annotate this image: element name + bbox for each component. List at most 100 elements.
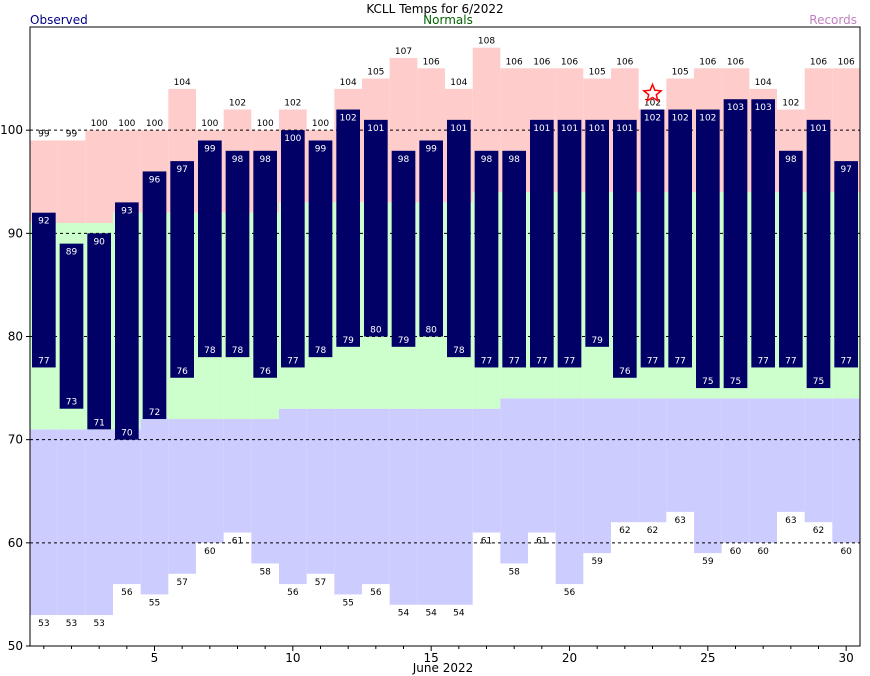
record-high-band: [113, 130, 141, 213]
record-low-label: 60: [757, 547, 769, 557]
observed-bar: [779, 150, 803, 368]
record-low-label: 62: [813, 526, 824, 536]
observed-high-label: 101: [589, 124, 606, 134]
observed-low-label: 76: [176, 367, 188, 377]
record-low-band: [500, 398, 528, 564]
observed-high-label: 101: [533, 124, 550, 134]
record-star-icon: [642, 82, 663, 103]
observed-bar: [87, 233, 111, 430]
observed-bar: [530, 119, 554, 368]
record-low-label: 55: [342, 598, 353, 608]
observed-bar: [253, 150, 277, 378]
record-high-label: 105: [589, 68, 606, 78]
observed-high-label: 96: [149, 175, 161, 185]
observed-low-label: 77: [481, 356, 492, 366]
record-low-label: 56: [121, 588, 133, 598]
legend-records: Records: [809, 13, 857, 27]
record-low-band: [583, 398, 611, 554]
record-high-label: 106: [423, 57, 440, 67]
record-high-label: 100: [118, 119, 135, 129]
observed-bar: [751, 99, 775, 368]
record-low-band: [389, 408, 418, 605]
observed-low-label: 72: [149, 408, 160, 418]
record-low-band: [694, 398, 722, 554]
observed-low-label: 79: [591, 336, 603, 346]
observed-bar: [336, 109, 360, 347]
record-low-label: 62: [647, 526, 658, 536]
observed-low-label: 75: [813, 377, 824, 387]
record-low-label: 60: [204, 547, 216, 557]
record-low-band: [666, 398, 694, 512]
x-tick-label: 10: [285, 651, 300, 665]
observed-bar: [640, 109, 665, 368]
observed-high-label: 103: [727, 103, 744, 113]
record-low-label: 62: [619, 526, 630, 536]
observed-low-label: 80: [425, 326, 437, 336]
x-tick-label: 30: [839, 651, 854, 665]
plot-area: 92 77 99 53 89 73 99 53 90 71 100 53 93 70 100 56 96 72 10…: [0, 26, 861, 665]
observed-bar: [391, 150, 416, 347]
observed-low-label: 77: [674, 356, 685, 366]
observed-high-label: 100: [284, 134, 301, 144]
record-low-label: 60: [840, 547, 852, 557]
record-low-label: 53: [93, 619, 104, 629]
observed-high-label: 98: [508, 155, 520, 165]
record-high-label: 104: [755, 78, 772, 88]
record-high-label: 108: [478, 37, 495, 47]
observed-low-label: 77: [38, 356, 49, 366]
legend-observed: Observed: [30, 13, 88, 27]
record-high-band: [57, 140, 86, 224]
record-low-label: 55: [149, 598, 160, 608]
record-high-label: 102: [644, 99, 661, 109]
record-high-band: [30, 140, 58, 224]
record-high-label: 106: [533, 57, 550, 67]
record-high-label: 100: [201, 119, 218, 129]
record-high-label: 102: [284, 99, 301, 109]
observed-high-label: 101: [810, 124, 827, 134]
observed-low-label: 78: [204, 346, 216, 356]
x-axis-label: June 2022: [412, 661, 474, 675]
record-high-label: 107: [395, 47, 412, 57]
record-low-band: [417, 408, 445, 605]
observed-high-label: 101: [561, 124, 578, 134]
record-low-label: 61: [232, 537, 243, 547]
record-low-band: [445, 408, 473, 605]
record-low-band: [721, 398, 750, 543]
observed-bar: [308, 140, 333, 358]
observed-bar: [281, 130, 305, 368]
observed-low-label: 78: [315, 346, 327, 356]
record-low-band: [638, 398, 667, 523]
record-low-band: [223, 419, 252, 533]
observed-low-label: 76: [259, 367, 271, 377]
record-low-band: [168, 419, 196, 574]
record-low-label: 61: [481, 537, 492, 547]
observed-bar: [142, 171, 167, 420]
observed-bar: [419, 140, 443, 337]
observed-high-label: 102: [644, 114, 661, 124]
observed-low-label: 73: [66, 398, 77, 408]
observed-bar: [613, 119, 637, 378]
record-high-label: 106: [699, 57, 716, 67]
observed-high-label: 97: [840, 165, 851, 175]
observed-low-label: 78: [453, 346, 465, 356]
record-high-label: 100: [257, 119, 274, 129]
record-high-label: 100: [91, 119, 108, 129]
record-low-label: 53: [66, 619, 77, 629]
record-low-label: 59: [591, 557, 603, 567]
record-low-band: [611, 398, 639, 523]
observed-bar: [225, 150, 250, 358]
record-high-label: 102: [229, 99, 246, 109]
record-low-band: [472, 408, 501, 533]
y-tick-label: 90: [8, 226, 23, 240]
observed-high-label: 98: [481, 155, 493, 165]
observed-high-label: 102: [340, 114, 357, 124]
record-high-label: 106: [616, 57, 633, 67]
record-low-band: [251, 419, 279, 564]
record-low-label: 58: [508, 567, 520, 577]
observed-bar: [668, 109, 692, 368]
observed-bar: [447, 119, 471, 358]
record-low-band: [85, 429, 113, 616]
observed-bar: [723, 99, 748, 389]
record-high-label: 106: [506, 57, 523, 67]
